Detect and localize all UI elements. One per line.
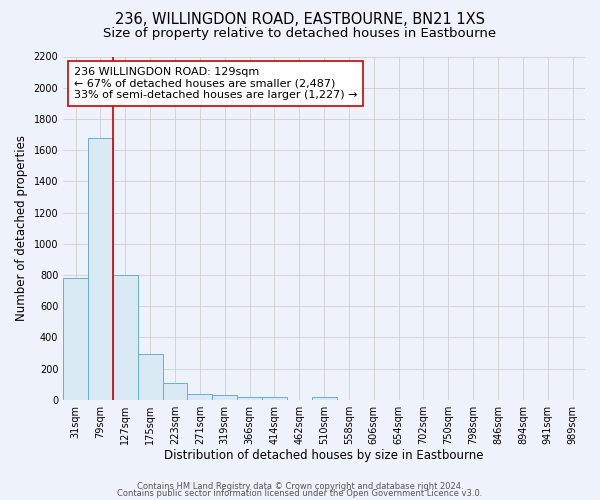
Bar (138, 354, 163, 400)
Text: Contains HM Land Registry data © Crown copyright and database right 2024.: Contains HM Land Registry data © Crown c… (137, 482, 463, 491)
Text: 236, WILLINGDON ROAD, EASTBOURNE, BN21 1XS: 236, WILLINGDON ROAD, EASTBOURNE, BN21 1… (115, 12, 485, 28)
Text: Contains public sector information licensed under the Open Government Licence v3: Contains public sector information licen… (118, 490, 482, 498)
Bar (63, 278, 88, 400)
Bar (237, 396, 262, 400)
Y-axis label: Number of detached properties: Number of detached properties (15, 135, 28, 321)
Bar (212, 395, 237, 400)
Bar (311, 396, 337, 400)
Text: 236 WILLINGDON ROAD: 129sqm
← 67% of detached houses are smaller (2,487)
33% of : 236 WILLINGDON ROAD: 129sqm ← 67% of det… (74, 67, 357, 100)
Bar (88, 138, 113, 400)
Bar (113, 275, 138, 400)
X-axis label: Distribution of detached houses by size in Eastbourne: Distribution of detached houses by size … (164, 450, 484, 462)
Text: Size of property relative to detached houses in Eastbourne: Size of property relative to detached ho… (103, 28, 497, 40)
Bar (187, 394, 212, 400)
Bar (262, 396, 287, 400)
Bar (163, 382, 187, 400)
